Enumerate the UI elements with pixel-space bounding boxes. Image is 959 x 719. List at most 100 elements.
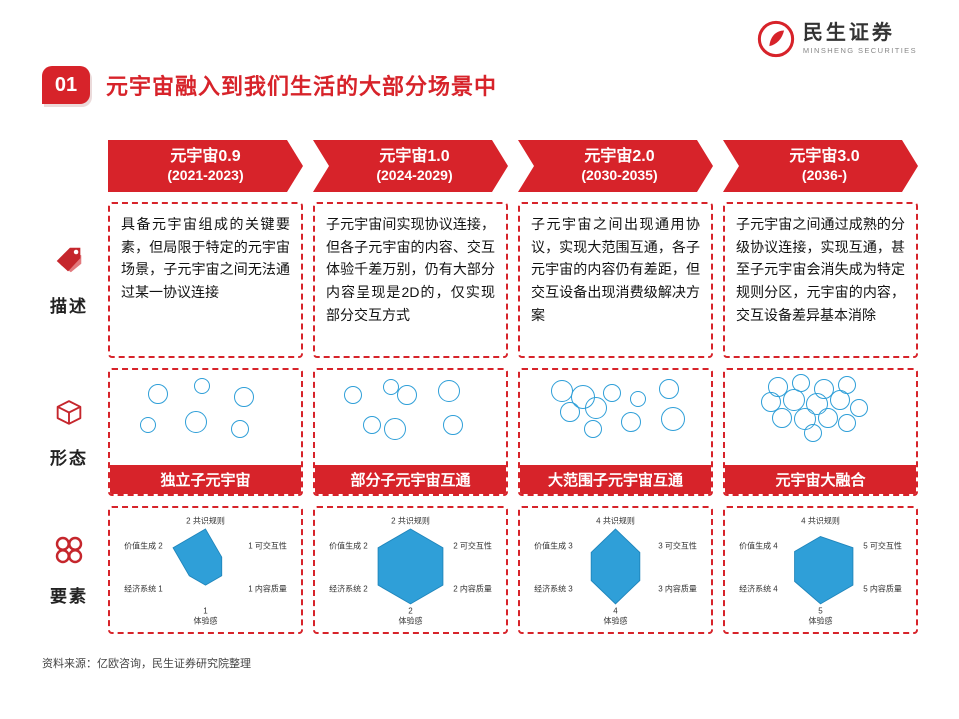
bubble-circle xyxy=(230,419,249,438)
description-box-4: 子元宇宙之间通过成熟的分级协议连接，实现互通，甚至子元宇宙会消失成为特定规则分区… xyxy=(723,202,918,358)
row-label-form: 形态 xyxy=(40,368,98,496)
bubble-circle xyxy=(344,385,363,404)
form-banner: 独立子元宇宙 xyxy=(110,465,301,494)
radar-axis-label: 经济系统 2 xyxy=(329,583,368,593)
radar-axis-label: 1 xyxy=(203,607,208,616)
description-box-3: 子元宇宙之间出现通用协议，实现大范围互通，各子元宇宙的内容仍有差距，但交互设备出… xyxy=(518,202,713,358)
bubble-circle xyxy=(772,407,793,428)
clover-icon xyxy=(52,533,86,572)
bubble-circle xyxy=(803,423,822,442)
radar-axis-label: 体验感 xyxy=(194,615,218,625)
bubble-circle xyxy=(829,390,850,411)
form-box-1: 独立子元宇宙 xyxy=(108,368,303,496)
bubble-circle xyxy=(437,379,460,402)
radar-axis-label: 价值生成 2 xyxy=(124,541,163,551)
bubble-circle xyxy=(660,407,685,432)
company-logo: 民生证券 MINSHENG SECURITIES xyxy=(757,20,917,58)
radar-axis-label: 价值生成 4 xyxy=(739,541,778,551)
bubble-circle xyxy=(140,417,157,434)
cube-icon xyxy=(52,395,86,434)
radar-polygon xyxy=(794,536,854,605)
form-box-4: 元宇宙大融合 xyxy=(723,368,918,496)
bubble-circle xyxy=(805,393,828,416)
stage-years: (2036-) xyxy=(801,167,848,184)
bubble-circle xyxy=(396,384,417,405)
bubble-circle xyxy=(233,386,254,407)
radar-axis-label: 1 内容质量 xyxy=(248,583,287,593)
radar-axis-label: 2 可交互性 xyxy=(453,541,492,551)
form-banner: 部分子元宇宙互通 xyxy=(315,465,506,494)
row-label-text: 要素 xyxy=(50,587,88,606)
content-grid: 元宇宙0.9 (2021-2023) 元宇宙1.0 (2024-2029) 元宇… xyxy=(40,140,918,634)
radar-axis-label: 1 可交互性 xyxy=(248,541,287,551)
radar-axis-label: 4 共识规则 xyxy=(801,516,840,526)
section-number-badge: 01 xyxy=(42,66,90,104)
bubble-diagram xyxy=(725,370,916,465)
title-row: 01 元宇宙融入到我们生活的大部分场景中 xyxy=(42,66,497,104)
bubble-circle xyxy=(585,397,608,419)
stage-years: (2024-2029) xyxy=(376,167,453,184)
bubble-circle xyxy=(658,379,679,399)
bubble-circle xyxy=(818,407,839,428)
bubble-circle xyxy=(442,415,463,436)
radar-axis-label: 5 xyxy=(818,607,823,616)
stage-years: (2021-2023) xyxy=(167,167,244,184)
radar-axis-label: 4 共识规则 xyxy=(596,516,635,526)
bubble-circle xyxy=(384,417,407,440)
bubble-circle xyxy=(760,392,781,413)
radar-axis-label: 价值生成 2 xyxy=(329,541,368,551)
bubble-circle xyxy=(583,419,602,438)
radar-axis-label: 价值生成 3 xyxy=(534,541,573,551)
radar-axis-label: 2 xyxy=(408,607,413,616)
radar-axis-label: 3 内容质量 xyxy=(658,583,697,593)
bubble-circle xyxy=(849,399,868,417)
logo-company-name: 民生证券 xyxy=(802,22,895,44)
radar-axis-label: 体验感 xyxy=(399,615,423,625)
bubble-circle xyxy=(630,390,647,407)
bubble-circle xyxy=(602,383,621,402)
bubble-circle xyxy=(782,389,805,412)
form-banner: 元宇宙大融合 xyxy=(725,465,916,494)
bubble-diagram xyxy=(520,370,711,465)
timeline-stage-3: 元宇宙2.0 (2030-2035) xyxy=(518,140,713,192)
radar-axis-label: 经济系统 4 xyxy=(739,583,778,593)
logo-company-sub: MINSHENG SECURITIES xyxy=(802,46,917,55)
stage-name: 元宇宙3.0 xyxy=(789,148,860,166)
radar-box-1: 2 共识规则 1 可交互性 1 内容质量 1 体验感 经济系统 1 价值生成 2 xyxy=(108,506,303,634)
bubble-circle xyxy=(184,411,207,434)
stage-name: 元宇宙2.0 xyxy=(584,148,655,166)
description-box-2: 子元宇宙间实现协议连接，但各子元宇宙的内容、交互体验千差万别，仍有大部分内容呈现… xyxy=(313,202,508,358)
timeline-stage-2: 元宇宙1.0 (2024-2029) xyxy=(313,140,508,192)
row-label-text: 形态 xyxy=(50,449,88,468)
radar-box-4: 4 共识规则 5 可交互性 5 内容质量 5 体验感 经济系统 4 价值生成 4 xyxy=(723,506,918,634)
row-label-text: 描述 xyxy=(50,297,88,316)
radar-polygon xyxy=(590,528,641,605)
stage-name: 元宇宙1.0 xyxy=(379,148,450,166)
radar-axis-label: 4 xyxy=(613,607,618,616)
radar-axis-label: 体验感 xyxy=(604,615,628,625)
bubble-circle xyxy=(363,416,382,435)
row-label-description: 描述 xyxy=(40,202,98,358)
radar-box-2: 2 共识规则 2 可交互性 2 内容质量 2 体验感 经济系统 2 价值生成 2 xyxy=(313,506,508,634)
bubble-circle xyxy=(559,401,580,422)
row-label-elements: 要素 xyxy=(40,506,98,634)
bubble-circle xyxy=(571,384,596,409)
bubble-circle xyxy=(551,379,574,402)
radar-axis-label: 2 内容质量 xyxy=(453,583,492,593)
tag-icon xyxy=(52,243,86,282)
bubble-circle xyxy=(193,378,210,395)
bubble-diagram xyxy=(315,370,506,465)
bubble-diagram xyxy=(110,370,301,465)
radar-axis-label: 2 共识规则 xyxy=(391,516,430,526)
timeline-stage-1: 元宇宙0.9 (2021-2023) xyxy=(108,140,303,192)
radar-box-3: 4 共识规则 3 可交互性 3 内容质量 4 体验感 经济系统 3 价值生成 3 xyxy=(518,506,713,634)
form-box-3: 大范围子元宇宙互通 xyxy=(518,368,713,496)
grid-spacer xyxy=(40,140,98,192)
radar-axis-label: 体验感 xyxy=(809,615,833,625)
bubble-circle xyxy=(838,414,857,433)
